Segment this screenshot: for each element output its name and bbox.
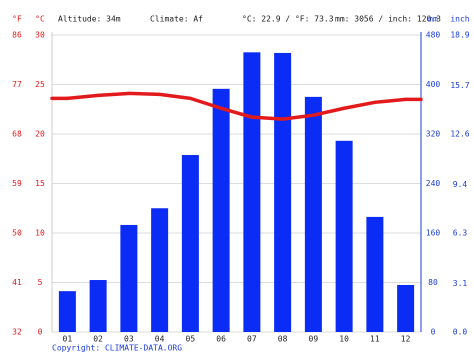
y-tick-label: 20 bbox=[35, 130, 45, 139]
precip-summary: mm: 3056 / inch: 120.3 bbox=[335, 15, 441, 24]
bar bbox=[151, 208, 169, 332]
y-tick-label: 18.9 bbox=[450, 31, 469, 40]
x-tick-label: 07 bbox=[247, 335, 257, 344]
x-tick-label: 09 bbox=[309, 335, 319, 344]
bar bbox=[274, 52, 292, 332]
y-tick-label: 480 bbox=[426, 31, 441, 40]
y-tick-label: 32 bbox=[12, 328, 22, 337]
bar bbox=[304, 96, 322, 332]
x-tick-label: 05 bbox=[186, 335, 196, 344]
y-tick-label: 86 bbox=[12, 31, 22, 40]
y-tick-label: 240 bbox=[426, 179, 441, 188]
copyright: Copyright: CLIMATE-DATA.ORG bbox=[52, 344, 182, 353]
y-tick-label: 68 bbox=[12, 130, 22, 139]
unit-c: °C bbox=[35, 15, 45, 24]
bar bbox=[243, 52, 261, 332]
x-tick-label: 01 bbox=[63, 335, 73, 344]
y-tick-label: 77 bbox=[12, 80, 22, 89]
bar bbox=[335, 140, 353, 332]
unit-mm: mm bbox=[428, 15, 438, 24]
bar bbox=[397, 284, 415, 332]
y-tick-label: 50 bbox=[12, 229, 22, 238]
y-tick-label: 9.4 bbox=[453, 180, 468, 189]
bar bbox=[89, 280, 107, 332]
y-tick-label: 30 bbox=[35, 31, 45, 40]
unit-f: °F bbox=[12, 15, 22, 24]
x-tick-label: 12 bbox=[401, 335, 411, 344]
y-tick-label: 320 bbox=[426, 130, 441, 139]
altitude: Altitude: 34m bbox=[58, 15, 121, 24]
bar bbox=[212, 88, 230, 332]
x-tick-label: 02 bbox=[93, 335, 103, 344]
bar bbox=[58, 291, 76, 332]
y-tick-label: 400 bbox=[426, 80, 441, 89]
y-tick-label: 0.0 bbox=[453, 328, 468, 337]
y-tick-label: 3.1 bbox=[453, 279, 468, 288]
y-tick-label: 0 bbox=[38, 328, 43, 337]
bar bbox=[366, 216, 384, 332]
y-tick-label: 59 bbox=[12, 179, 22, 188]
x-tick-label: 06 bbox=[216, 335, 226, 344]
x-tick-label: 08 bbox=[278, 335, 288, 344]
bar bbox=[181, 155, 199, 332]
y-tick-label: 5 bbox=[38, 278, 43, 287]
y-tick-label: 12.6 bbox=[450, 130, 469, 139]
climate: Climate: Af bbox=[150, 15, 203, 24]
x-tick-label: 10 bbox=[339, 335, 349, 344]
x-tick-label: 11 bbox=[370, 335, 380, 344]
y-tick-label: 0 bbox=[431, 328, 436, 337]
y-tick-label: 80 bbox=[428, 278, 438, 287]
y-tick-label: 15 bbox=[35, 179, 45, 188]
y-tick-label: 10 bbox=[35, 229, 45, 238]
y-tick-label: 41 bbox=[12, 278, 22, 287]
y-tick-label: 25 bbox=[35, 80, 45, 89]
x-tick-label: 04 bbox=[155, 335, 165, 344]
bar bbox=[120, 224, 138, 332]
y-tick-label: 160 bbox=[426, 229, 441, 238]
y-tick-label: 6.3 bbox=[453, 229, 468, 238]
y-tick-label: 15.7 bbox=[450, 81, 469, 90]
unit-inch: inch bbox=[450, 15, 469, 24]
temperature-line bbox=[65, 91, 408, 121]
x-tick-label: 03 bbox=[124, 335, 134, 344]
temp-summary: °C: 22.9 / °F: 73.3 bbox=[242, 15, 334, 24]
